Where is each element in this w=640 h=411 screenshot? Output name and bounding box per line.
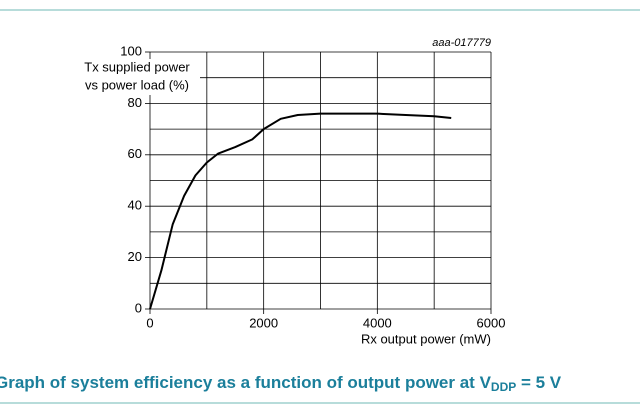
x-tick-label: 0 bbox=[146, 315, 153, 330]
y-tick-label: 60 bbox=[128, 146, 142, 161]
caption-main: Graph of system efficiency as a function… bbox=[0, 373, 492, 392]
y-tick-label: 40 bbox=[128, 198, 142, 213]
plot: 0 20 40 60 80 100 0 2000 4000 6000 bbox=[120, 43, 505, 330]
x-axis-label: Rx output power (mW) bbox=[361, 331, 491, 346]
figure-code: aaa-017779 bbox=[432, 37, 491, 49]
label-backdrop bbox=[70, 59, 200, 95]
caption-end: = 5 V bbox=[516, 373, 562, 392]
x-tick-label: 2000 bbox=[249, 315, 278, 330]
caption: Graph of system efficiency as a function… bbox=[0, 373, 562, 394]
y-axis-label: Tx supplied power bbox=[84, 59, 190, 74]
y-axis-label: vs power load (%) bbox=[85, 77, 189, 92]
data-line bbox=[149, 112, 452, 310]
y-tick-label: 100 bbox=[120, 43, 142, 58]
y-tick-label: 80 bbox=[128, 95, 142, 110]
caption-sub: DDP bbox=[491, 380, 516, 394]
y-tick-label: 20 bbox=[128, 249, 142, 264]
x-tick-label: 6000 bbox=[477, 315, 506, 330]
y-tick-label: 0 bbox=[135, 300, 142, 315]
x-tick-label: 4000 bbox=[363, 315, 392, 330]
